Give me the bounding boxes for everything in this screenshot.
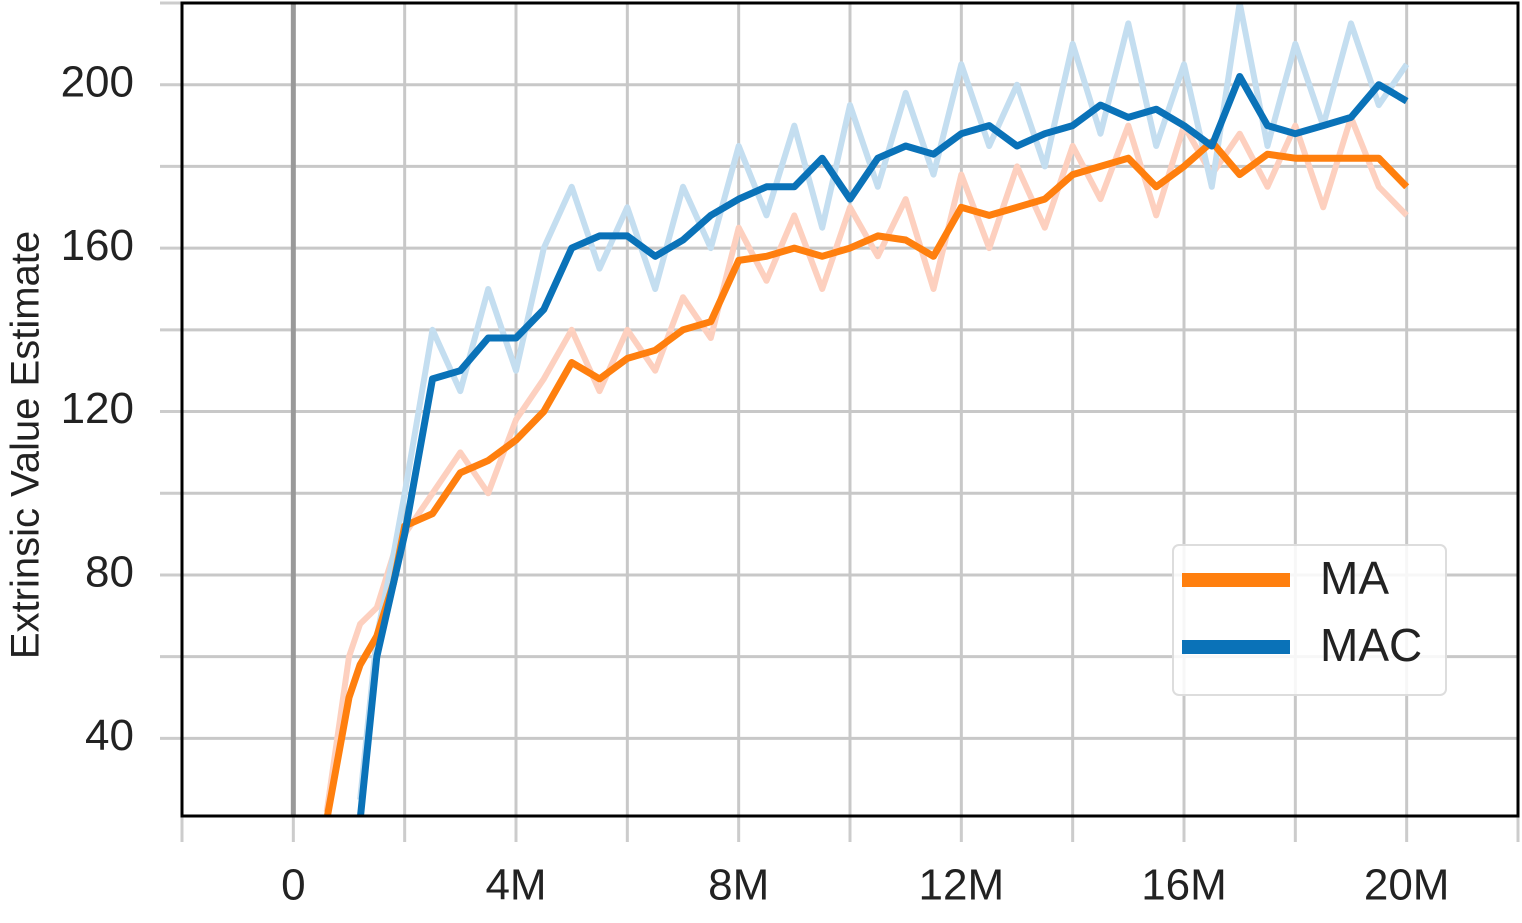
y-tick-label: 120 — [61, 384, 134, 433]
y-tick-label: 200 — [61, 57, 134, 106]
plot-lines — [323, 3, 1410, 816]
series-line — [357, 73, 1409, 816]
legend-label: MA — [1320, 552, 1389, 604]
y-axis-label: Extrinsic Value Estimate — [4, 231, 48, 659]
plot-frame — [180, 1, 1520, 818]
x-tick-label: 0 — [281, 861, 305, 910]
series-line — [323, 138, 1410, 816]
x-tick-label: 16M — [1141, 861, 1227, 910]
raw-line — [323, 114, 1409, 813]
raw-line — [357, 3, 1410, 801]
y-tick-label: 80 — [85, 548, 134, 597]
y-tick-label: 40 — [85, 711, 134, 760]
legend-label: MAC — [1320, 619, 1422, 671]
x-tick-label: 12M — [919, 861, 1005, 910]
x-tick-label: 4M — [485, 861, 546, 910]
x-tick-label: 20M — [1364, 861, 1450, 910]
x-tick-label: 8M — [708, 861, 769, 910]
y-tick-label: 160 — [61, 221, 134, 270]
